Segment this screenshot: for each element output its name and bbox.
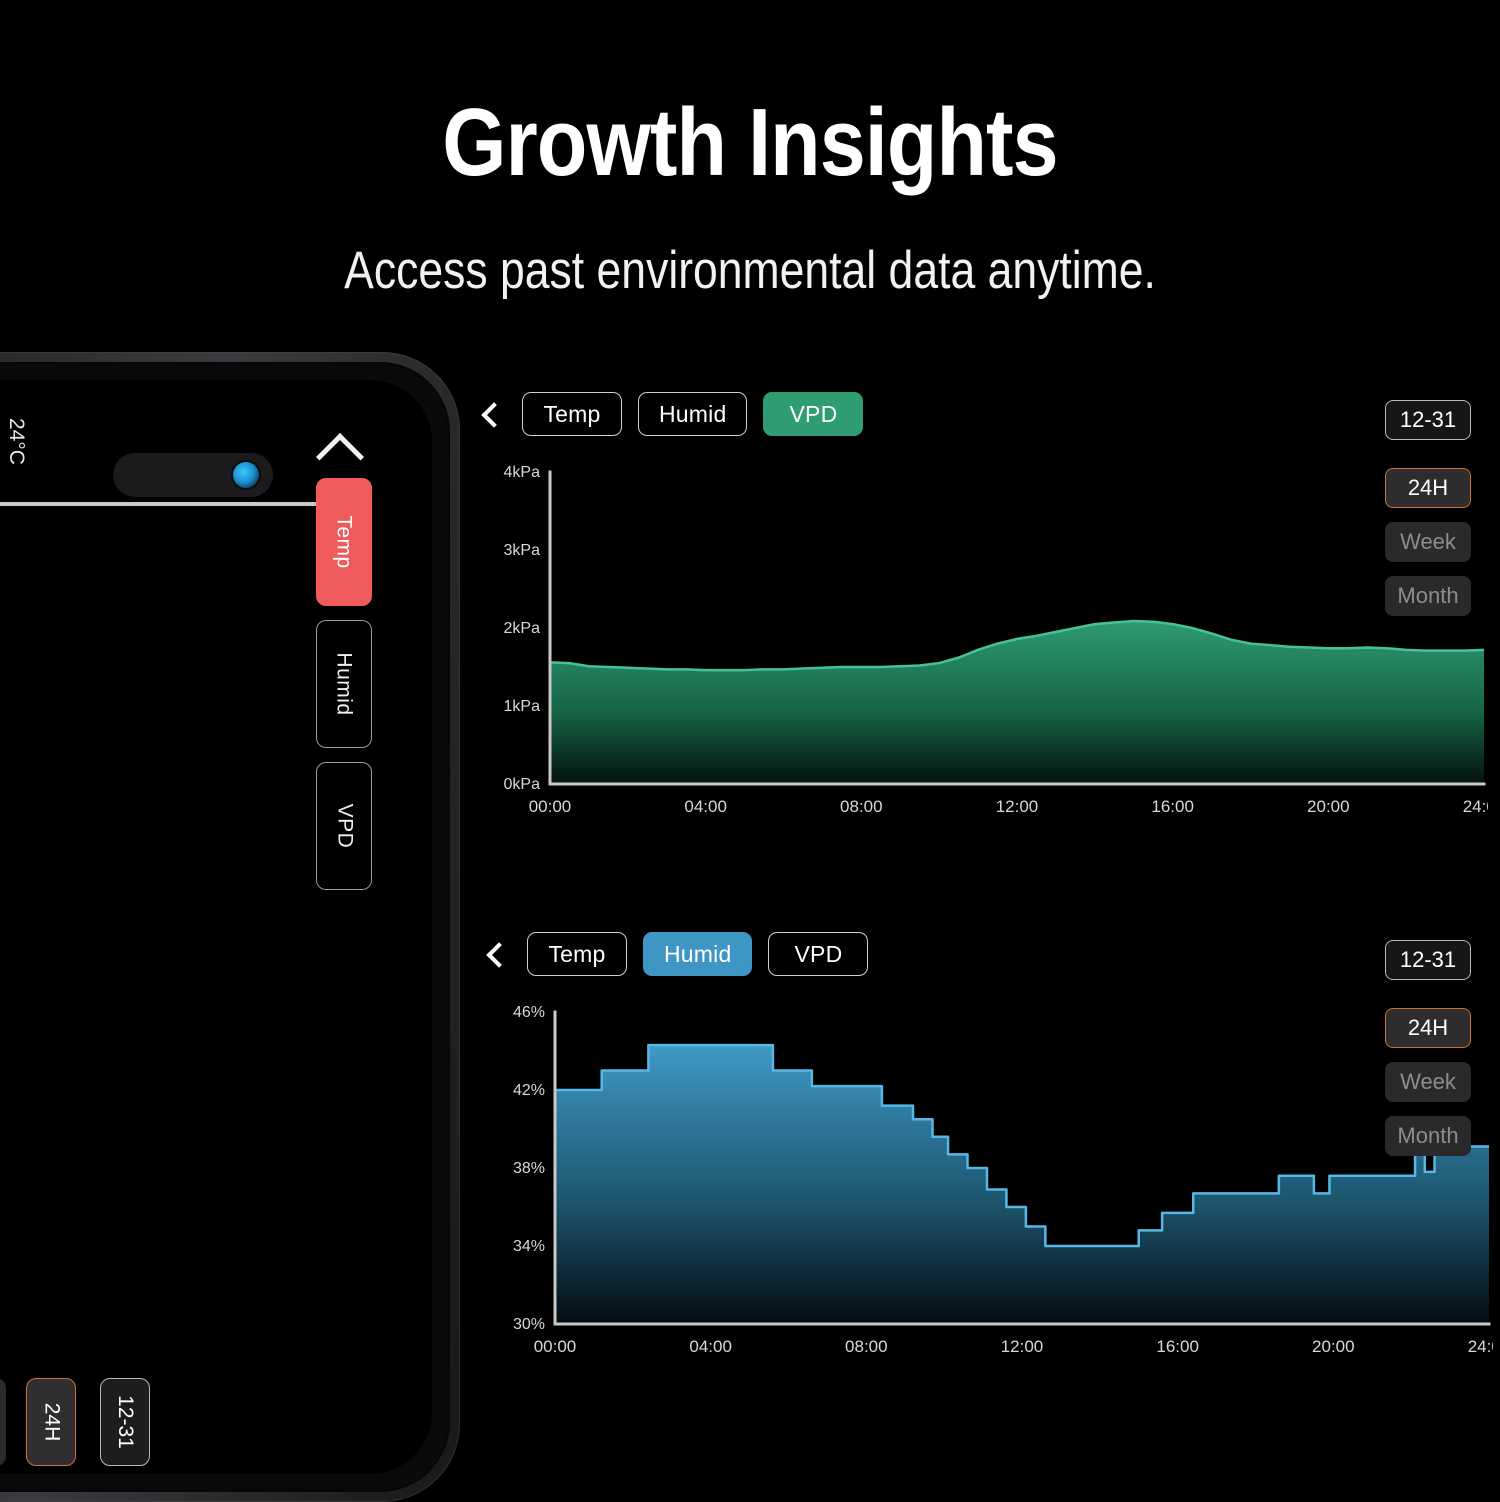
phone-temp-chart-svg	[0, 506, 18, 1474]
humid-chart-panel: Temp Humid VPD 30% 34% 38% 42% 46% 00:00 04:0…	[483, 932, 1493, 1387]
chevron-up-icon[interactable]	[315, 432, 365, 482]
vpd-xtick-label: 08:00	[840, 797, 883, 816]
phone-metric-tab-vpd-label: VPD	[333, 803, 356, 849]
humid-metric-tab-vpd[interactable]: VPD	[768, 932, 869, 976]
phone-metric-tab-temp[interactable]: Temp	[316, 478, 372, 606]
page-title: Growth Insights	[442, 89, 1058, 196]
phone-metric-tab-humid[interactable]: Humid	[316, 620, 372, 748]
dynamic-island	[113, 453, 273, 497]
humid-xtick-label: 12:00	[1001, 1337, 1044, 1356]
humid-xtick-label: 24:00	[1468, 1337, 1493, 1356]
vpd-ytick-label: 3kPa	[504, 542, 541, 559]
humid-range-rail: 12-31 24H Week Month	[1385, 940, 1471, 1170]
phone-range-date[interactable]: 12-31	[100, 1378, 150, 1466]
phone-range-week[interactable]: Week	[0, 1378, 6, 1466]
humid-ytick-label: 46%	[513, 1004, 545, 1021]
vpd-chart-panel: Temp Humid VPD 0kPa 1kPa 2kPa 3kPa 4kPa 00:0…	[478, 392, 1488, 847]
phone-metric-tab-humid-label: Humid	[333, 652, 356, 716]
humid-ytick-label: 34%	[513, 1238, 545, 1255]
vpd-range-date[interactable]: 12-31	[1385, 400, 1471, 440]
edge-mask	[0, 785, 72, 835]
humid-range-month[interactable]: Month	[1385, 1116, 1471, 1156]
humid-metric-selector: Temp Humid VPD	[483, 932, 869, 976]
phone-metric-tab-temp-label: Temp	[332, 515, 356, 569]
phone-axis-label-24c: 24°C	[5, 418, 28, 465]
vpd-metric-selector: Temp Humid VPD	[478, 392, 864, 436]
vpd-range-week[interactable]: Week	[1385, 522, 1471, 562]
humid-xtick-label: 08:00	[845, 1337, 888, 1356]
chevron-left-icon[interactable]	[478, 402, 502, 426]
humid-chart-svg: 30% 34% 38% 42% 46% 00:00 04:00 08:00 12:00 16:0…	[513, 1004, 1493, 1356]
phone-axis-line	[0, 502, 320, 506]
vpd-metric-tab-humid[interactable]: Humid	[638, 392, 748, 436]
vpd-xtick-label: 24:00	[1463, 797, 1488, 816]
humid-ytick-label: 42%	[513, 1082, 545, 1099]
phone-frame: 18°C 20°C 22°C 24°C Temp Humid VP	[0, 352, 460, 1502]
vpd-metric-tab-temp[interactable]: Temp	[522, 392, 622, 436]
humid-metric-tab-humid[interactable]: Humid	[643, 932, 753, 976]
vpd-plot-area: 0kPa 1kPa 2kPa 3kPa 4kPa 00:00 04:00 08:00 12:0…	[478, 454, 1488, 834]
humid-ytick-label: 30%	[513, 1316, 545, 1333]
page-subtitle: Access past environmental data anytime.	[344, 241, 1156, 300]
vpd-xtick-label: 20:00	[1307, 797, 1350, 816]
header-block: Growth Insights Access past environmenta…	[0, 0, 1500, 340]
humid-metric-tab-temp[interactable]: Temp	[527, 932, 627, 976]
vpd-ytick-label: 0kPa	[504, 776, 541, 793]
phone-frame-inner: 18°C 20°C 22°C 24°C Temp Humid VP	[0, 362, 450, 1492]
phone-mockup: 18°C 20°C 22°C 24°C Temp Humid VP	[0, 352, 460, 1502]
vpd-ytick-label: 2kPa	[504, 620, 541, 637]
vpd-ytick-label: 1kPa	[504, 698, 541, 715]
vpd-xtick-label: 00:00	[529, 797, 572, 816]
phone-screen: 18°C 20°C 22°C 24°C Temp Humid VP	[0, 380, 432, 1474]
vpd-range-month[interactable]: Month	[1385, 576, 1471, 616]
humid-xtick-label: 00:00	[534, 1337, 577, 1356]
humid-range-week[interactable]: Week	[1385, 1062, 1471, 1102]
vpd-range-rail: 12-31 24H Week Month	[1385, 400, 1471, 630]
phone-range-date-label: 12-31	[114, 1395, 137, 1449]
phone-range-24h-label: 24H	[40, 1402, 63, 1442]
chevron-left-icon[interactable]	[483, 942, 507, 966]
humid-ytick-label: 38%	[513, 1160, 545, 1177]
front-camera-icon	[233, 462, 259, 488]
humid-plot-area: 30% 34% 38% 42% 46% 00:00 04:00 08:00 12:00 16:0…	[483, 994, 1493, 1374]
humid-xtick-label: 16:00	[1156, 1337, 1199, 1356]
vpd-xtick-label: 16:00	[1151, 797, 1194, 816]
vpd-xtick-label: 04:00	[684, 797, 727, 816]
humid-xtick-label: 20:00	[1312, 1337, 1355, 1356]
vpd-xtick-label: 12:00	[996, 797, 1039, 816]
vpd-metric-tab-vpd[interactable]: VPD	[763, 392, 864, 436]
phone-metric-tab-vpd[interactable]: VPD	[316, 762, 372, 890]
humid-range-date[interactable]: 12-31	[1385, 940, 1471, 980]
vpd-ytick-label: 4kPa	[504, 464, 541, 481]
humid-xtick-label: 04:00	[689, 1337, 732, 1356]
vpd-range-24h[interactable]: 24H	[1385, 468, 1471, 508]
vpd-chart-svg: 0kPa 1kPa 2kPa 3kPa 4kPa 00:00 04:00 08:00 12:0…	[504, 464, 1488, 816]
humid-range-24h[interactable]: 24H	[1385, 1008, 1471, 1048]
phone-temp-chart	[0, 506, 18, 1474]
phone-range-24h[interactable]: 24H	[26, 1378, 76, 1466]
